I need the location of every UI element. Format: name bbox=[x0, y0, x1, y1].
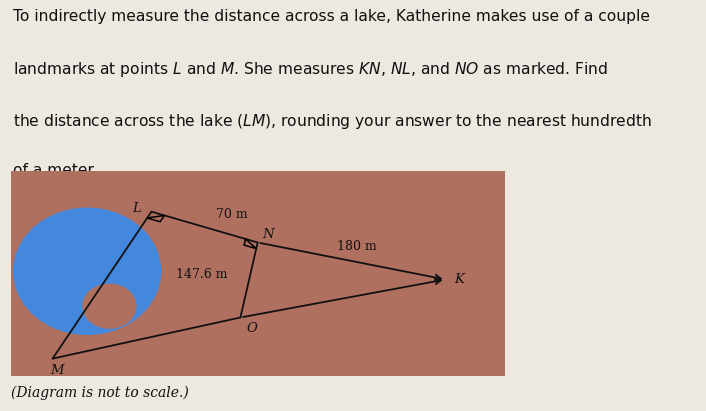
Text: the distance across the lake $(\mathit{LM})$, rounding your answer to the neares: the distance across the lake $(\mathit{L… bbox=[13, 111, 652, 131]
Text: (Diagram is not to scale.): (Diagram is not to scale.) bbox=[11, 385, 189, 400]
Text: K: K bbox=[455, 273, 465, 286]
Text: landmarks at points $\mathit{L}$ and $\mathit{M}$. She measures $\mathit{KN}$, $: landmarks at points $\mathit{L}$ and $\m… bbox=[13, 60, 608, 79]
Ellipse shape bbox=[83, 284, 137, 329]
Text: N: N bbox=[263, 228, 274, 241]
Text: L: L bbox=[133, 202, 141, 215]
Text: of a meter.: of a meter. bbox=[13, 163, 97, 178]
Text: 70 m: 70 m bbox=[216, 208, 248, 221]
Text: M: M bbox=[50, 365, 64, 377]
Text: O: O bbox=[246, 322, 257, 335]
Ellipse shape bbox=[13, 208, 162, 335]
Text: 180 m: 180 m bbox=[337, 240, 376, 253]
Text: To indirectly measure the distance across a lake, Katherine makes use of a coupl: To indirectly measure the distance acros… bbox=[13, 9, 650, 24]
Text: 147.6 m: 147.6 m bbox=[176, 268, 228, 281]
